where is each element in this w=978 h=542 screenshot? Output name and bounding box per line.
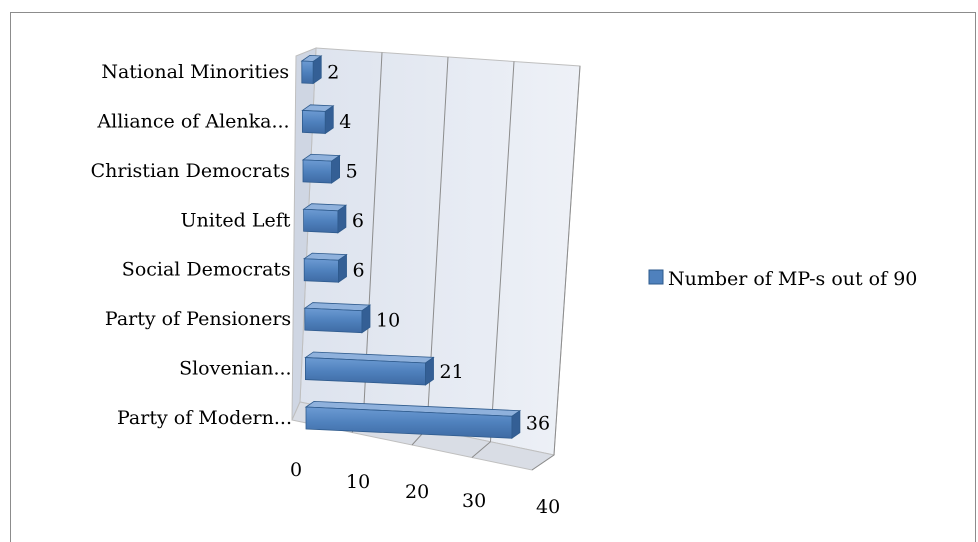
bar	[303, 252, 348, 284]
gridline	[553, 65, 581, 456]
value-label: 21	[440, 361, 464, 383]
category-label: Party of Pensioners	[105, 308, 291, 330]
bar-end	[337, 204, 347, 234]
bar-front	[303, 258, 339, 283]
category-label: United Left	[180, 209, 290, 231]
value-label: 4	[339, 111, 351, 133]
bar	[304, 351, 435, 386]
back-wall	[299, 47, 581, 456]
bar-end	[361, 304, 371, 334]
value-label: 36	[526, 413, 550, 435]
chart-frame	[10, 12, 976, 542]
floor-gridline	[471, 441, 491, 458]
bar-end	[324, 105, 334, 135]
bar-front	[303, 208, 339, 234]
x-axis-ticks: 0 10 20 30 40	[290, 459, 560, 518]
value-label: 5	[346, 161, 358, 183]
x-tick-label: 0	[290, 459, 302, 481]
category-label: Social Democrats	[122, 259, 291, 281]
bar-front	[302, 159, 332, 184]
legend-swatch	[648, 269, 664, 285]
bar-end	[425, 356, 434, 386]
value-label: 2	[327, 61, 339, 83]
bar-front	[302, 110, 326, 134]
bar	[302, 203, 348, 234]
category-label: National Minorities	[101, 61, 289, 83]
bar	[300, 54, 323, 85]
bars	[300, 54, 522, 440]
x-tick-label: 30	[462, 490, 486, 512]
legend-label: Number of MP-s out of 90	[668, 268, 917, 290]
bar	[304, 400, 522, 440]
category-label: Alliance of Alenka...	[96, 110, 289, 132]
bar-end	[511, 409, 521, 440]
bar	[301, 104, 335, 135]
value-label: 6	[352, 210, 364, 232]
category-labels: Party of Modern... Slovenian... Party of P…	[91, 61, 292, 429]
bar-front	[301, 60, 314, 84]
category-label: Party of Modern...	[117, 407, 292, 429]
floor-gridline	[531, 454, 555, 471]
gridline	[490, 61, 515, 442]
x-tick-label: 10	[346, 471, 370, 493]
value-label: 10	[376, 310, 400, 332]
category-label: Christian Democrats	[91, 160, 290, 182]
bar-end	[331, 154, 340, 184]
value-labels: 36 21 10 6 6 5 4 2	[327, 61, 550, 434]
bar-end	[338, 253, 347, 284]
x-tick-label: 40	[536, 496, 560, 518]
x-tick-label: 20	[405, 481, 429, 503]
bar-front	[304, 307, 363, 334]
bar	[303, 302, 372, 334]
bar	[301, 153, 341, 184]
category-label: Slovenian...	[179, 358, 292, 380]
value-label: 6	[353, 260, 365, 282]
bar-end	[312, 55, 322, 85]
legend: Number of MP-s out of 90	[648, 268, 917, 290]
